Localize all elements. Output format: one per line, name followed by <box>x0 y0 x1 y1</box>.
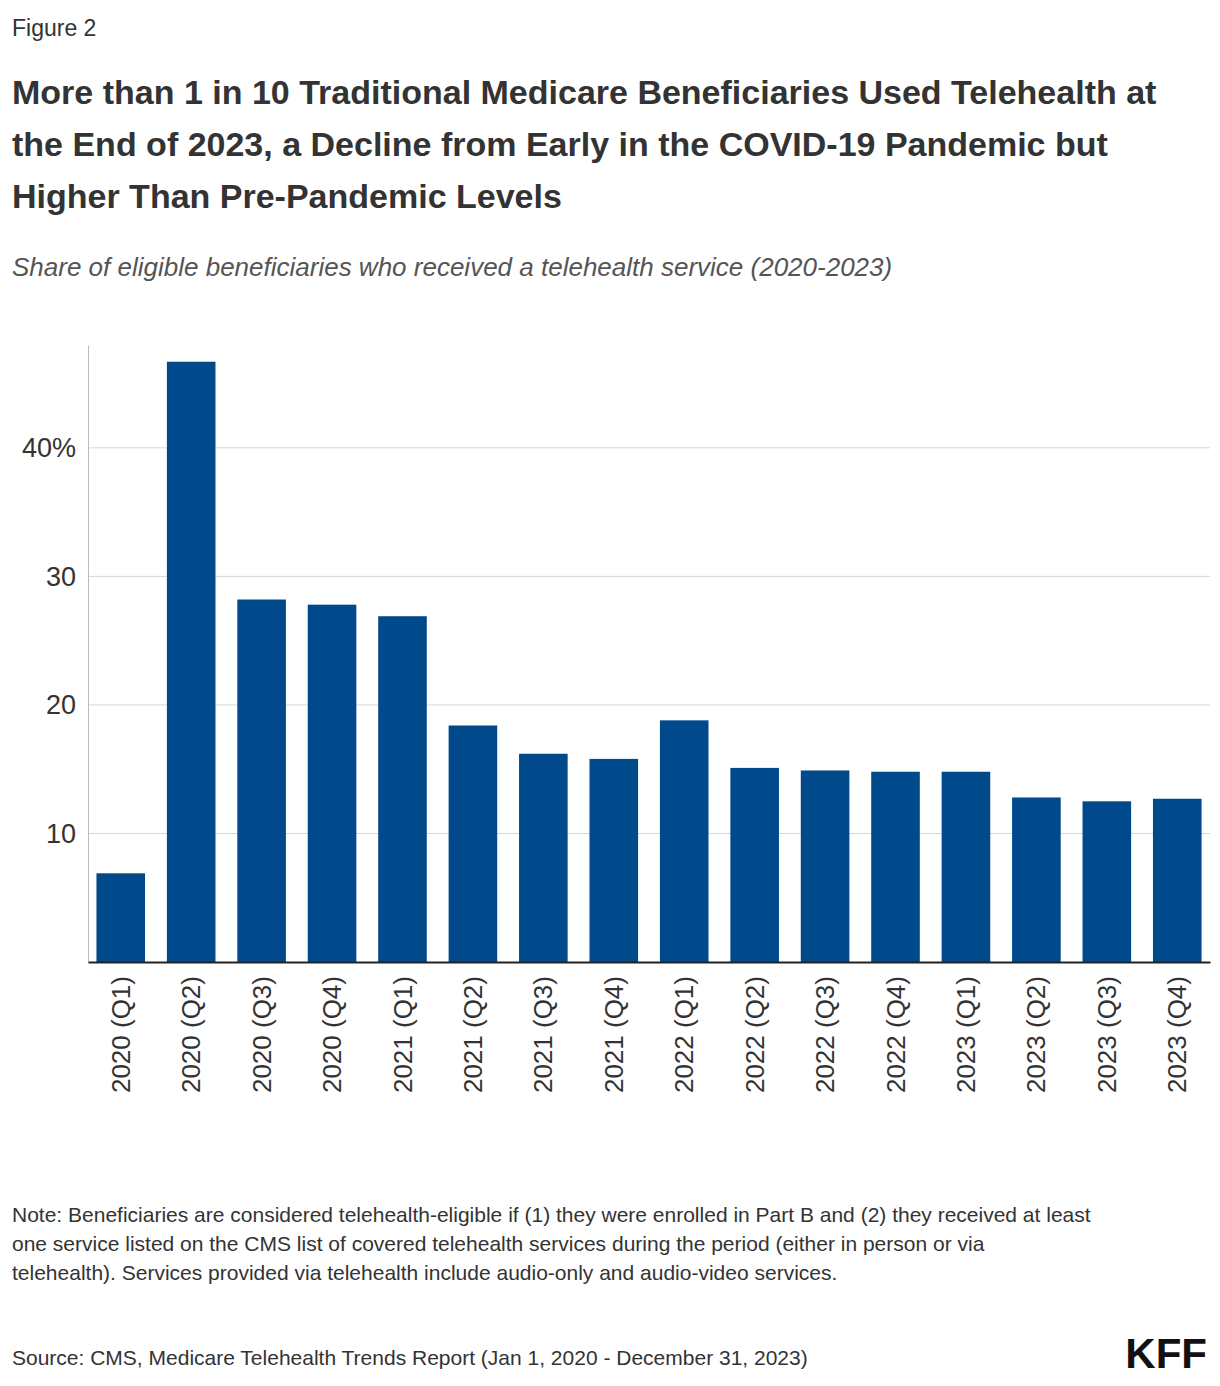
bar <box>237 600 286 962</box>
bar <box>519 754 568 962</box>
subtitle: Share of eligible beneficiaries who rece… <box>12 252 892 282</box>
x-tick: 2023 (Q1) <box>951 962 981 1093</box>
x-tick-label: 2022 (Q4) <box>881 976 911 1093</box>
text-line: the End of 2023, a Decline from Early in… <box>12 125 1108 163</box>
y-axis-line <box>88 346 89 963</box>
bar <box>871 772 920 962</box>
x-tick-label: 2020 (Q4) <box>317 976 347 1093</box>
y-tick: 20 <box>46 690 88 720</box>
x-tick-label: 2022 (Q2) <box>740 976 770 1093</box>
grid-line <box>88 576 1210 577</box>
bar <box>96 873 145 962</box>
x-tick-label: 2023 (Q4) <box>1162 976 1192 1093</box>
x-tick: 2020 (Q1) <box>106 962 136 1093</box>
x-tick-label: 2021 (Q4) <box>599 976 629 1093</box>
x-tick: 2020 (Q3) <box>247 962 277 1093</box>
x-tick-label: 2021 (Q1) <box>388 976 418 1093</box>
bar <box>730 768 779 962</box>
x-tick-label: 2022 (Q3) <box>810 976 840 1093</box>
x-tick: 2023 (Q3) <box>1092 962 1122 1093</box>
y-axis: 10 20 30 40% <box>22 346 89 963</box>
x-tick-label: 2022 (Q1) <box>669 976 699 1093</box>
x-tick: 2022 (Q1) <box>669 962 699 1093</box>
y-tick-label: 10 <box>46 819 76 849</box>
logo: KFF <box>1125 1330 1207 1377</box>
x-tick: 2023 (Q4) <box>1162 962 1192 1093</box>
x-axis-line <box>89 962 1211 964</box>
chart: Figure 2 More than 1 in 10 Traditional Me… <box>0 0 1220 1386</box>
y-tick: 40% <box>22 433 88 463</box>
x-tick-label: 2021 (Q3) <box>528 976 558 1093</box>
text-line: Note: Beneficiaries are considered teleh… <box>12 1203 1091 1226</box>
x-tick-label: 2020 (Q3) <box>247 976 277 1093</box>
x-tick: 2021 (Q3) <box>528 962 558 1093</box>
source: Source: CMS, Medicare Telehealth Trends … <box>12 1346 808 1369</box>
y-tick-label: 30 <box>46 562 76 592</box>
bar <box>378 616 427 962</box>
bar <box>1083 801 1132 962</box>
bar <box>942 772 991 962</box>
bar <box>589 759 638 962</box>
y-tick: 10 <box>46 819 88 849</box>
text-line: More than 1 in 10 Traditional Medicare B… <box>12 73 1156 111</box>
bar <box>660 720 709 962</box>
bar <box>1153 799 1202 962</box>
note: Note: Beneficiaries are considered teleh… <box>12 1203 1091 1284</box>
bar <box>801 770 850 962</box>
bars <box>96 362 1201 962</box>
x-tick-label: 2021 (Q2) <box>458 976 488 1093</box>
x-axis: 2020 (Q1) 2020 (Q2) 2020 (Q3) 2020 (Q4) 2021… <box>89 962 1211 1093</box>
x-tick: 2022 (Q3) <box>810 962 840 1093</box>
x-tick: 2020 (Q2) <box>176 962 206 1093</box>
x-tick-label: 2023 (Q1) <box>951 976 981 1093</box>
x-tick: 2022 (Q4) <box>881 962 911 1093</box>
x-tick: 2022 (Q2) <box>740 962 770 1093</box>
x-tick: 2023 (Q2) <box>1021 962 1051 1093</box>
text-line: one service listed on the CMS list of co… <box>12 1232 985 1255</box>
figure-label: Figure 2 <box>12 15 96 41</box>
x-tick-label: 2020 (Q1) <box>106 976 136 1093</box>
y-tick: 30 <box>46 562 88 592</box>
x-tick: 2021 (Q4) <box>599 962 629 1093</box>
x-tick-label: 2020 (Q2) <box>176 976 206 1093</box>
title: More than 1 in 10 Traditional Medicare B… <box>12 73 1156 215</box>
bar <box>308 605 357 962</box>
x-tick: 2021 (Q2) <box>458 962 488 1093</box>
bar <box>167 362 216 962</box>
x-tick: 2020 (Q4) <box>317 962 347 1093</box>
x-tick-label: 2023 (Q3) <box>1092 976 1122 1093</box>
text-line: telehealth). Services provided via teleh… <box>12 1261 837 1284</box>
grid-line <box>88 447 1210 448</box>
y-tick-label: 40% <box>22 433 76 463</box>
x-tick-label: 2023 (Q2) <box>1021 976 1051 1093</box>
y-tick-label: 20 <box>46 690 76 720</box>
bar <box>1012 797 1061 962</box>
bar <box>449 725 498 962</box>
text-line: Higher Than Pre-Pandemic Levels <box>12 177 562 215</box>
x-tick: 2021 (Q1) <box>388 962 418 1093</box>
